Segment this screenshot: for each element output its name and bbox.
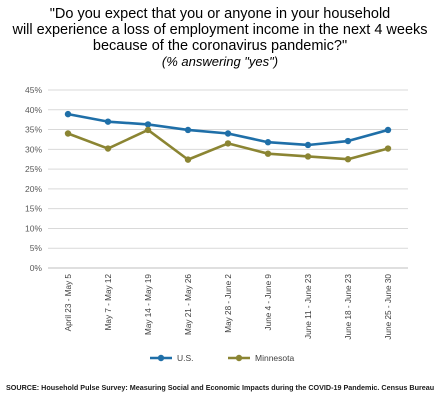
- legend-entry: U.S.: [177, 353, 194, 363]
- title-line-1: "Do you expect that you or anyone in you…: [49, 6, 391, 22]
- x-tick-label: April 23 - May 5: [64, 274, 73, 332]
- x-tick-label: June 11 - June 23: [304, 274, 313, 339]
- x-tick-label: May 14 - May 19: [144, 274, 153, 335]
- legend-entry: Minnesota: [255, 353, 294, 363]
- y-tick-label: 40%: [25, 105, 42, 115]
- data-point: [144, 126, 152, 134]
- title-line-3: because of the coronavirus pandemic?": [92, 38, 348, 54]
- chart-subtitle: (% answering "yes"): [161, 54, 279, 69]
- data-point: [304, 141, 312, 149]
- data-point: [384, 126, 392, 134]
- data-point: [104, 118, 112, 125]
- data-point: [384, 145, 392, 152]
- data-point: [264, 150, 272, 157]
- y-tick-label: 45%: [25, 85, 42, 95]
- data-point: [344, 156, 352, 163]
- data-point: [64, 130, 72, 137]
- x-tick-label: June 4 - June 9: [264, 274, 273, 331]
- source-note: SOURCE: Household Pulse Survey: Measurin…: [6, 383, 435, 392]
- y-tick-label: 30%: [25, 144, 42, 154]
- x-tick-label: June 25 - June 30: [384, 274, 393, 340]
- y-tick-label: 0%: [30, 263, 43, 273]
- data-point: [104, 145, 112, 152]
- y-tick-label: 5%: [30, 243, 43, 253]
- legend-swatch-marker: [157, 354, 165, 362]
- data-point: [184, 126, 192, 134]
- data-point: [184, 156, 192, 163]
- legend-swatch-marker: [235, 354, 243, 362]
- y-tick-label: 35%: [25, 125, 42, 135]
- x-tick-label: May 7 - May 12: [104, 274, 113, 331]
- y-tick-label: 15%: [25, 204, 42, 214]
- data-point: [304, 153, 312, 160]
- data-point: [264, 139, 272, 146]
- chart-title: "Do you expect that you or anyone in you…: [0, 6, 440, 70]
- data-point: [224, 130, 232, 137]
- data-point: [64, 110, 72, 118]
- title-line-2: will experience a loss of employment inc…: [12, 22, 428, 38]
- x-tick-label: May 21 - May 26: [184, 274, 193, 335]
- data-point: [144, 121, 152, 128]
- y-tick-label: 25%: [25, 164, 42, 174]
- x-tick-label: May 28 - June 2: [224, 274, 233, 333]
- data-point: [224, 140, 232, 147]
- y-tick-label: 20%: [25, 184, 42, 194]
- x-tick-label: June 18 - June 23: [344, 274, 353, 340]
- data-point: [344, 137, 352, 145]
- y-tick-label: 10%: [25, 223, 42, 233]
